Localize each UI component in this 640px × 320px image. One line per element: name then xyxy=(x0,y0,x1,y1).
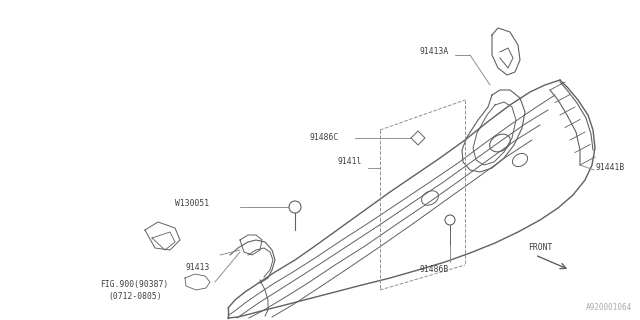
Text: 91413: 91413 xyxy=(185,263,209,273)
Text: 91413A: 91413A xyxy=(420,47,449,57)
Text: W130051: W130051 xyxy=(175,199,209,209)
Text: FIG.900(90387): FIG.900(90387) xyxy=(100,279,168,289)
Text: A920001064: A920001064 xyxy=(586,303,632,312)
Text: 91441B: 91441B xyxy=(596,163,625,172)
Text: 91486C: 91486C xyxy=(310,132,339,141)
Text: 9141l: 9141l xyxy=(338,157,362,166)
Text: FRONT: FRONT xyxy=(528,244,552,252)
Text: (0712-0805): (0712-0805) xyxy=(108,292,162,300)
Text: 91486B: 91486B xyxy=(420,266,449,275)
